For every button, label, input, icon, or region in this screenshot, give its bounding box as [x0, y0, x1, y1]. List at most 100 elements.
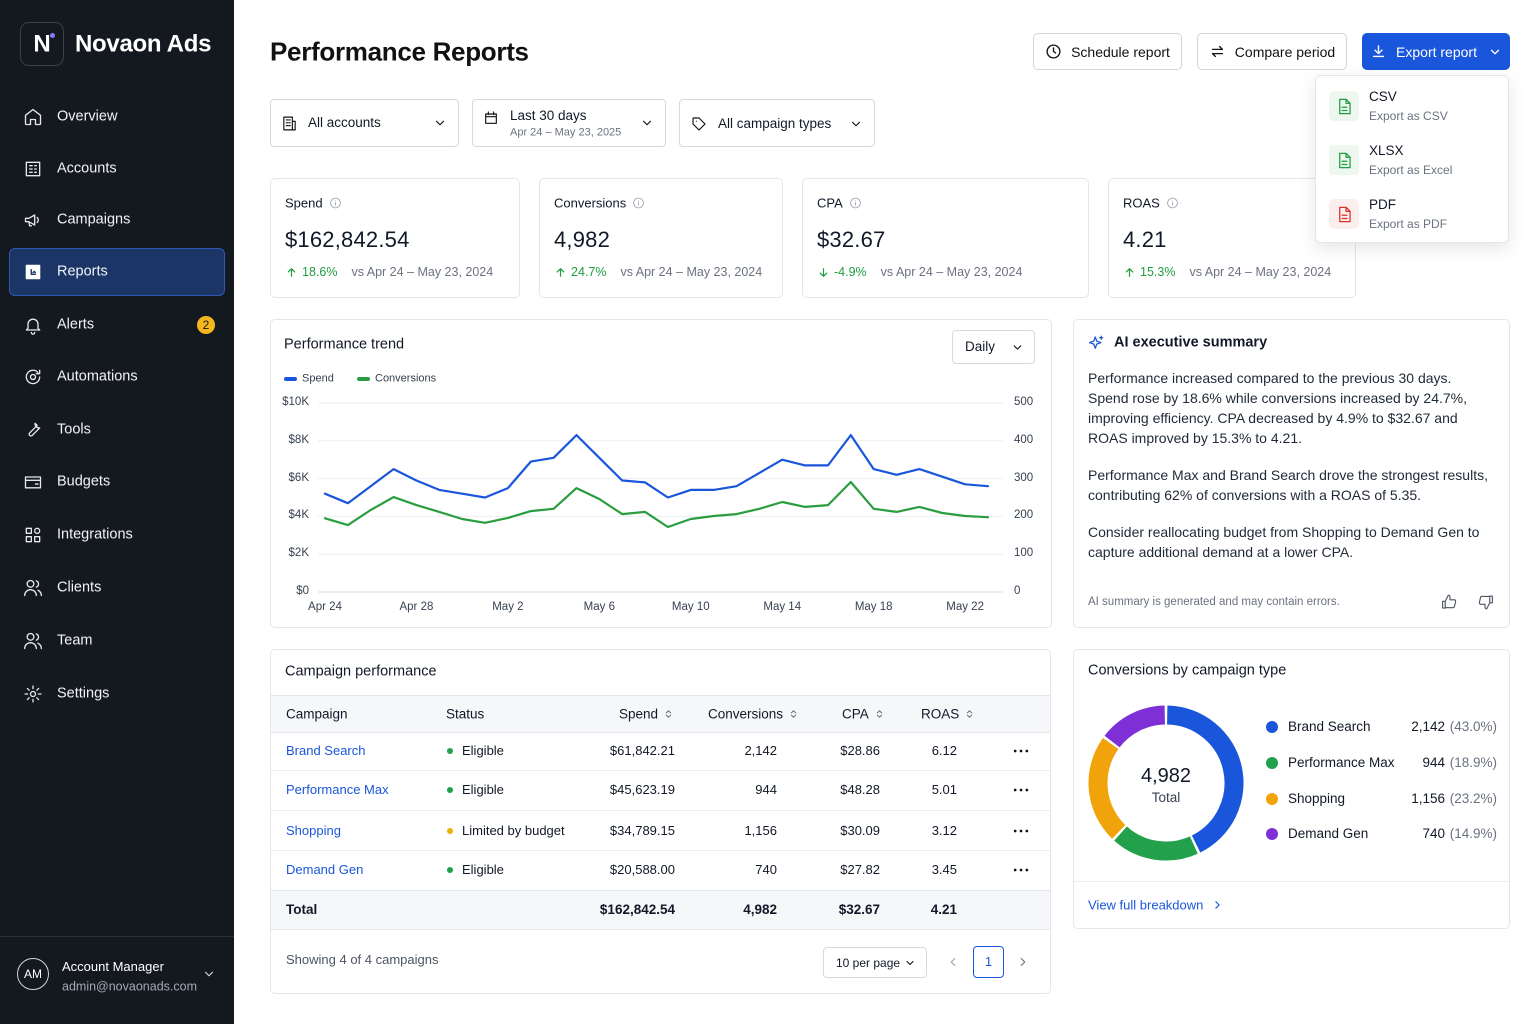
campaign-link[interactable]: Shopping [286, 823, 341, 839]
icon [25, 161, 41, 177]
user-email: admin@novaonads.com [62, 979, 197, 994]
column-header[interactable]: Conversions [708, 707, 800, 722]
icon-shape [876, 710, 882, 718]
nav-item[interactable] [9, 248, 225, 296]
icon [1211, 45, 1223, 58]
total-cell: $162,842.54 [599, 901, 675, 917]
icon-shape [329, 197, 341, 209]
x-tick-label: May 2 [492, 601, 524, 614]
filter-label: All campaign types [718, 115, 832, 131]
ai-disclaimer: AI summary is generated and may contain … [1088, 596, 1340, 609]
icon [30, 268, 37, 276]
icon-shape [25, 318, 41, 335]
icon-shape [24, 632, 42, 650]
icon-shape [1372, 45, 1385, 58]
icon [819, 267, 828, 277]
kpi-value: 4.21 [1123, 226, 1167, 252]
nav-label: Budgets [57, 473, 111, 490]
filter-select[interactable] [270, 99, 459, 147]
page-button[interactable] [973, 946, 1004, 978]
y-tick-label: $10K [282, 396, 309, 409]
status-label: Eligible [462, 862, 504, 878]
column-header-label: ROAS [921, 706, 960, 722]
kpi-card [539, 178, 783, 298]
icon [1215, 901, 1221, 909]
kpi-label: Conversions [554, 195, 627, 211]
icon-shape [1020, 957, 1026, 967]
icon-shape [1442, 594, 1457, 609]
icon-shape [950, 957, 956, 967]
cell-conversions: 1,156 [744, 823, 777, 839]
filter-select[interactable] [472, 99, 666, 147]
kpi-label-row: Conversions [554, 196, 645, 211]
logo-box [20, 22, 64, 66]
campaign-link[interactable]: Performance Max [286, 782, 389, 798]
icon-shape [204, 971, 214, 977]
icon [1020, 957, 1026, 967]
filter-select[interactable] [679, 99, 875, 147]
avatar-initials: AM [24, 966, 42, 981]
column-header[interactable]: ROAS [921, 707, 976, 722]
y2-tick-label: 300 [1014, 471, 1034, 484]
per-page-select[interactable] [823, 947, 927, 978]
campaign-link[interactable]: Demand Gen [286, 862, 364, 878]
icon-shape [24, 685, 42, 703]
campaign-link[interactable]: Brand Search [286, 743, 366, 759]
cell-conversions: 944 [755, 782, 777, 798]
y2-tick-label: 0 [1014, 585, 1021, 598]
icon [24, 579, 42, 597]
icon [556, 267, 565, 277]
icon [1013, 829, 1029, 833]
cell-spend: $61,842.21 [609, 743, 675, 759]
export-format: CSV [1369, 88, 1397, 104]
icon [204, 971, 214, 977]
column-header[interactable]: CPA [842, 707, 886, 722]
period-select[interactable] [952, 330, 1035, 364]
kpi-label: Spend [285, 195, 323, 211]
icon [642, 120, 652, 126]
legend-label: Spend [302, 372, 334, 385]
kpi-label-row: Spend [285, 196, 342, 211]
icon-shape [790, 710, 797, 718]
cell-spend: $34,789.15 [609, 823, 675, 839]
compare-button[interactable]: Compare period [1197, 33, 1347, 70]
file-icon-box [1329, 145, 1359, 175]
icon-shape [1013, 344, 1021, 350]
icon [1442, 594, 1457, 609]
kpi-change: 15.3% [1140, 265, 1176, 279]
legend-dot [1266, 828, 1278, 840]
cell-roas: 5.01 [931, 782, 957, 798]
icon-shape [906, 960, 914, 966]
kpi-change: 18.6% [302, 265, 338, 279]
x-tick-label: May 10 [671, 601, 710, 614]
column-header: Status [446, 707, 484, 722]
column-header[interactable]: Spend [619, 707, 675, 722]
cell-cpa: $30.09 [840, 823, 880, 839]
nav-label: Reports [57, 263, 108, 280]
ai-title: AI executive summary [1114, 334, 1268, 351]
export-button[interactable]: Export report [1362, 33, 1510, 70]
total-cell: 4.21 [930, 901, 957, 917]
icon [692, 117, 706, 131]
icon-shape [485, 111, 497, 124]
nav-label: Campaigns [57, 211, 131, 228]
schedule-button[interactable]: Schedule report [1033, 33, 1182, 70]
cell-cpa: $28.86 [840, 743, 880, 759]
user-name: Account Manager [62, 959, 164, 975]
filter-label: Last 30 days [510, 107, 587, 123]
breakdown-link[interactable]: View full breakdown [1088, 898, 1224, 913]
table-header-row [271, 695, 1050, 733]
column-header-label: Status [446, 706, 485, 722]
icon [850, 197, 861, 209]
y2-tick-label: 500 [1014, 396, 1034, 409]
kpi-label: CPA [817, 195, 843, 211]
icon [851, 121, 861, 127]
icon-shape [1167, 197, 1178, 209]
icon-shape [692, 117, 706, 131]
per-page-label: 10 per page [836, 955, 901, 970]
icon [435, 120, 445, 126]
kpi-compare: vs Apr 24 – May 23, 2024 [351, 265, 494, 279]
x-tick-label: May 18 [854, 601, 893, 614]
icon-shape [28, 422, 41, 437]
column-header-label: CPA [842, 706, 869, 722]
